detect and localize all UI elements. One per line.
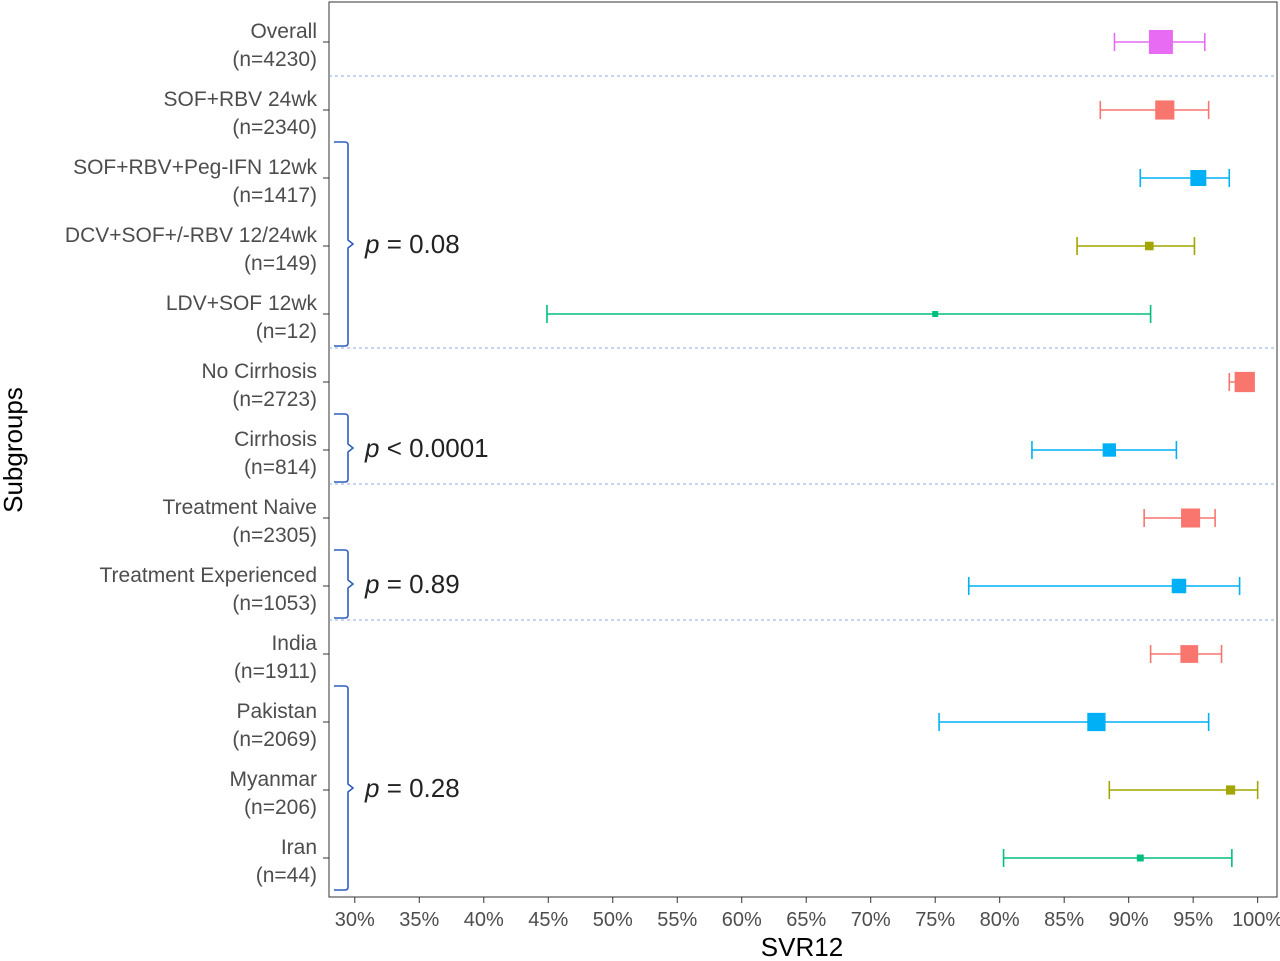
p-symbol: p [364,229,379,259]
x-tick-label: 75% [915,909,955,931]
row-labels: Overall (n=4230) SOF+RBV 24wk (n=2340) SOF+R… [65,20,329,887]
group-bracket [334,549,355,619]
x-tick-label: 65% [786,909,826,931]
x-tick-label: 30% [335,909,375,931]
p-value-text: = 0.89 [379,569,459,599]
row-label-n: (n=2069) [232,728,317,751]
group-bracket [334,413,355,483]
p-value-text: = 0.28 [379,773,459,803]
plot-panel [328,1,1278,898]
row-label-name: SOF+RBV 24wk [164,88,318,111]
x-axis: 30% 35% 40% 45% 50% 55% 60% 65% 70% 75% 80% 85% 90% 9… [335,897,1280,931]
point-estimate-square [1148,30,1173,54]
row-label-name: Iran [281,836,317,859]
p-symbol: p [364,433,379,463]
row-label-name: Treatment Experienced [100,564,318,587]
row-label-n: (n=1417) [232,184,317,207]
x-tick-label: 85% [1044,909,1084,931]
p-value-label: p = 0.28 [364,773,460,803]
row-label-name: Treatment Naive [163,496,317,519]
row-label-n: (n=12) [256,320,317,343]
y-axis-title: Subgroups [0,387,28,513]
row-label-n: (n=149) [244,252,317,275]
x-tick-label: 35% [399,909,439,931]
row-label-n: (n=2305) [232,524,317,547]
row-label-name: SOF+RBV+Peg-IFN 12wk [73,156,317,179]
p-value-label: p = 0.08 [364,229,460,259]
x-tick-label: 50% [593,909,633,931]
group-bracket [334,685,355,891]
row-label-n: (n=1911) [234,660,317,683]
x-tick-label: 45% [528,909,568,931]
x-tick-label: 100% [1232,909,1280,931]
group-bracket [334,141,355,347]
row-label-name: Overall [250,20,317,43]
row-label-n: (n=1053) [232,592,317,615]
point-estimate-square [1145,241,1154,251]
x-tick-label: 60% [722,909,762,931]
point-estimate-square [1136,854,1144,862]
x-tick-label: 40% [464,909,504,931]
row-label-n: (n=2340) [232,116,317,139]
p-value-text: < 0.0001 [379,433,488,463]
x-tick-label: 80% [980,909,1020,931]
p-value-text: = 0.08 [379,229,459,259]
point-estimate-square [1181,508,1201,528]
p-symbol: p [364,569,379,599]
point-estimate-square [1190,170,1207,186]
x-tick-label: 55% [657,909,697,931]
point-estimate-square [932,310,939,318]
x-tick-label: 70% [851,909,891,931]
point-estimate-square [1180,645,1199,663]
row-label-n: (n=4230) [232,48,317,71]
row-label-name: Pakistan [236,700,317,723]
p-value-label: p = 0.89 [364,569,460,599]
row-label-n: (n=814) [244,456,317,479]
row-label-n: (n=2723) [232,388,317,411]
point-estimate-square [1155,100,1175,120]
p-symbol: p [364,773,379,803]
row-label-name: India [271,632,317,655]
row-label-n: (n=206) [244,796,317,819]
point-estimate-square [1171,578,1187,594]
row-label-name: Myanmar [229,768,317,791]
row-label-name: LDV+SOF 12wk [166,292,318,315]
point-estimate-square [1225,785,1236,795]
x-tick-label: 90% [1109,909,1149,931]
x-axis-title: SVR12 [761,932,843,961]
x-tick-label: 95% [1173,909,1213,931]
row-label-name: DCV+SOF+/-RBV 12/24wk [65,224,318,247]
row-label-name: No Cirrhosis [201,360,317,383]
row-label-name: Cirrhosis [234,428,317,451]
row-label-n: (n=44) [256,864,317,887]
point-estimate-square [1234,371,1255,393]
point-estimate-square [1102,443,1116,457]
point-estimate-square [1087,712,1106,732]
p-value-label: p < 0.0001 [364,433,489,463]
